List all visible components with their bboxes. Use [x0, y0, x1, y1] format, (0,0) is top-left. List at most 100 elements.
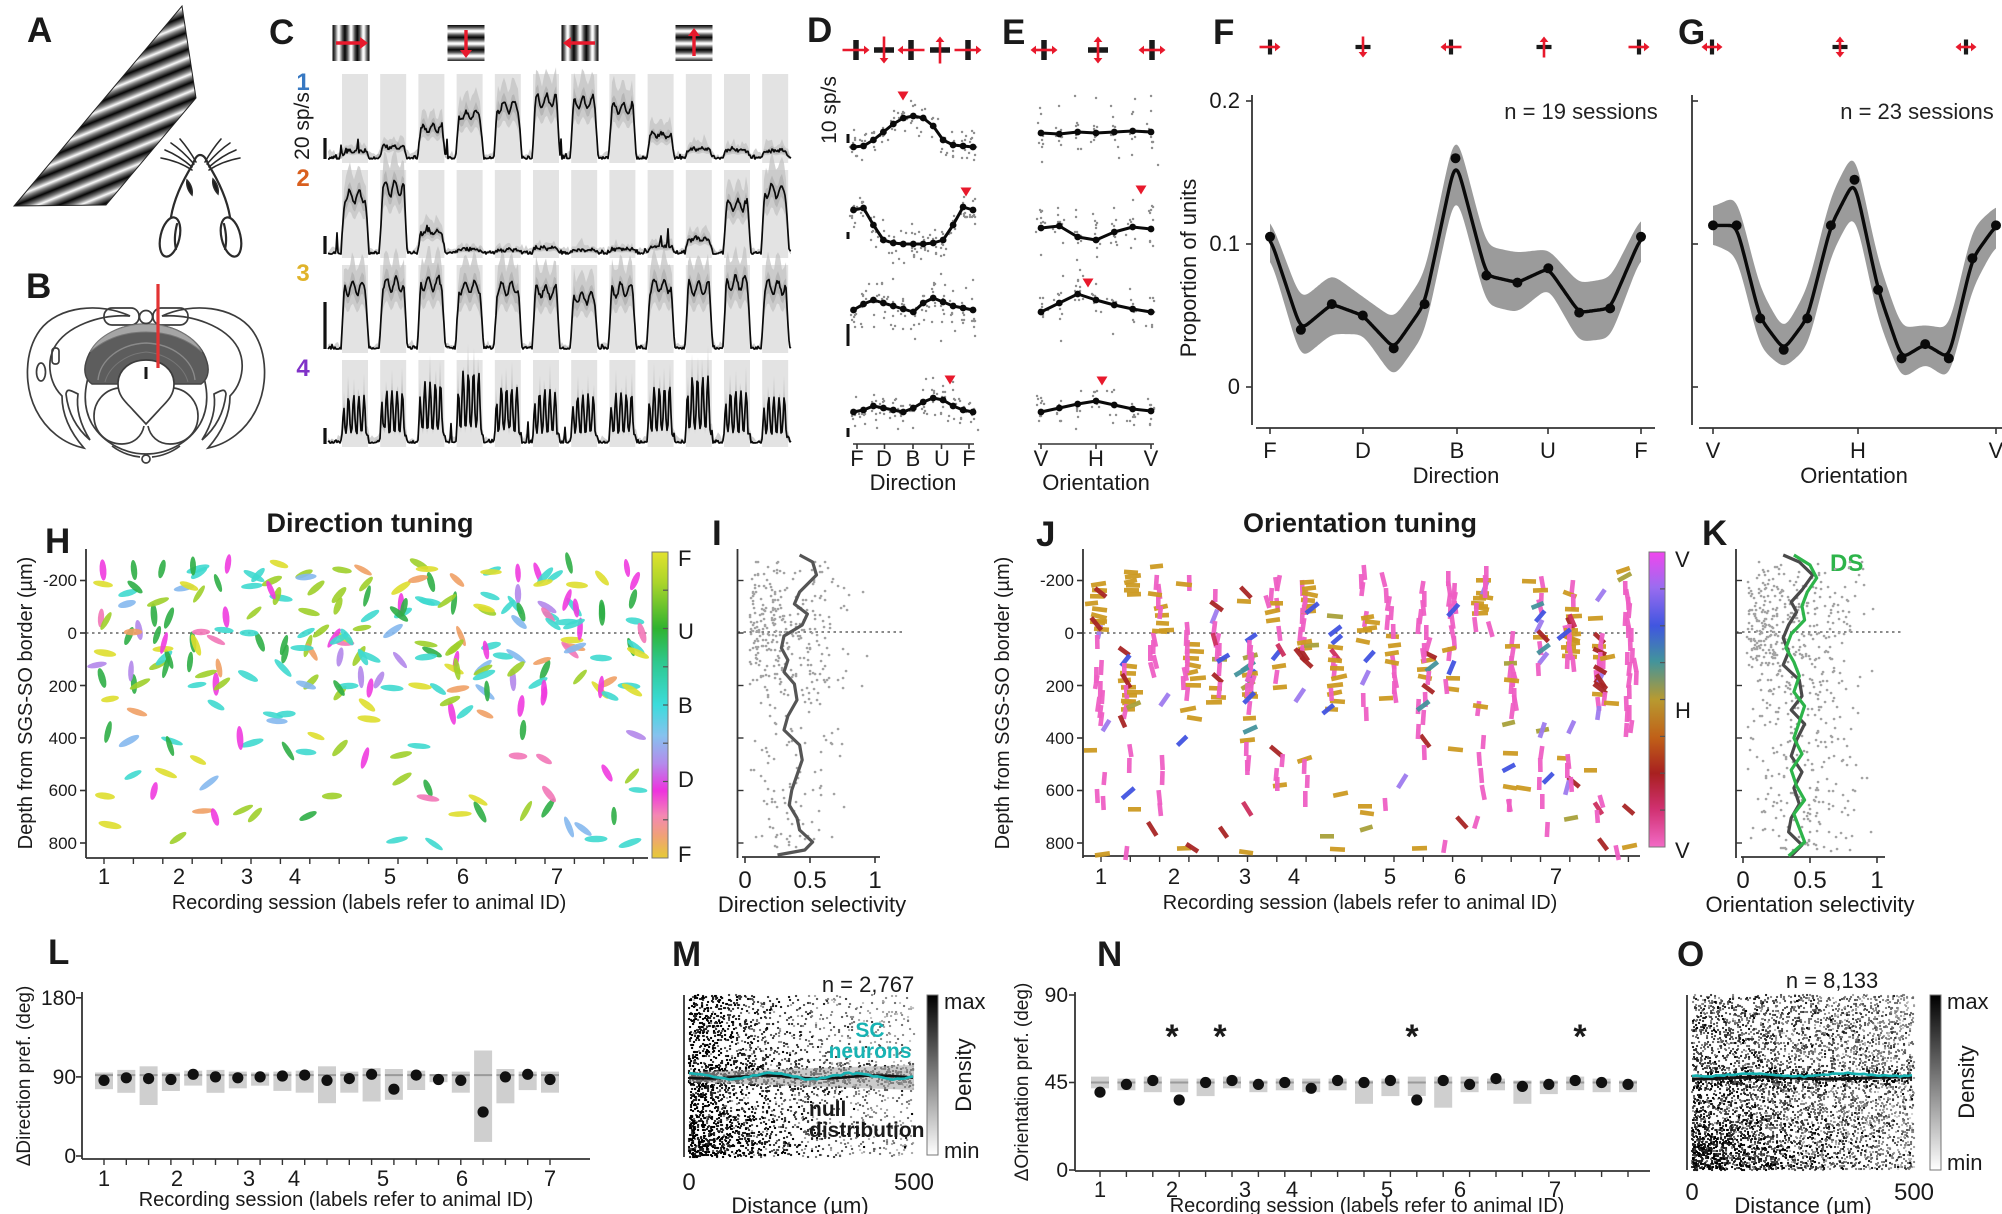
svg-text:0.1: 0.1	[1209, 231, 1240, 256]
svg-text:null: null	[809, 1098, 846, 1121]
svg-text:4: 4	[296, 355, 310, 382]
svg-text:V: V	[1989, 438, 2002, 463]
svg-text:F: F	[1263, 438, 1276, 463]
svg-text:2: 2	[1166, 1177, 1178, 1202]
svg-text:G: G	[1678, 13, 1705, 52]
svg-text:-200: -200	[43, 571, 77, 590]
svg-text:M: M	[672, 935, 701, 974]
svg-text:4: 4	[288, 1166, 300, 1191]
svg-text:n = 2,767: n = 2,767	[822, 972, 914, 997]
svg-text:D: D	[876, 446, 892, 471]
svg-text:1: 1	[1095, 864, 1107, 889]
svg-text:F: F	[1213, 13, 1234, 52]
svg-text:600: 600	[49, 781, 77, 800]
svg-text:3: 3	[1239, 1177, 1251, 1202]
svg-text:U: U	[934, 446, 950, 471]
svg-text:Orientation: Orientation	[1042, 470, 1150, 495]
svg-text:V: V	[1675, 838, 1690, 863]
svg-text:500: 500	[894, 1169, 934, 1196]
svg-text:20 sp/s: 20 sp/s	[291, 92, 314, 160]
svg-text:45: 45	[1045, 1071, 1068, 1094]
svg-text:7: 7	[1549, 1177, 1561, 1202]
svg-text:4: 4	[289, 864, 301, 889]
svg-text:F: F	[1634, 438, 1647, 463]
svg-text:distribution: distribution	[809, 1119, 924, 1142]
svg-text:*: *	[1405, 1018, 1419, 1056]
svg-text:H: H	[45, 522, 70, 561]
svg-text:B: B	[906, 446, 921, 471]
svg-text:10 sp/s: 10 sp/s	[818, 76, 841, 144]
svg-text:0: 0	[1736, 867, 1749, 894]
svg-text:Proportion of units: Proportion of units	[1176, 179, 1201, 358]
svg-text:max: max	[1947, 989, 1989, 1014]
svg-text:V: V	[1675, 547, 1690, 572]
svg-text:*: *	[1213, 1018, 1227, 1056]
svg-text:n = 19 sessions: n = 19 sessions	[1504, 99, 1657, 124]
svg-text:F: F	[962, 446, 975, 471]
svg-text:J: J	[1036, 515, 1055, 554]
svg-text:n = 23 sessions: n = 23 sessions	[1840, 99, 1993, 124]
svg-text:neurons: neurons	[829, 1040, 912, 1063]
svg-text:A: A	[27, 11, 52, 50]
svg-text:D: D	[678, 767, 694, 792]
svg-text:Direction: Direction	[1413, 463, 1500, 488]
svg-text:min: min	[1947, 1150, 1982, 1175]
svg-text:0: 0	[1056, 1159, 1068, 1182]
svg-text:V: V	[1144, 446, 1159, 471]
svg-text:600: 600	[1046, 781, 1074, 800]
svg-text:2: 2	[173, 864, 185, 889]
svg-text:0: 0	[682, 1169, 695, 1196]
svg-text:D: D	[807, 11, 832, 50]
svg-text:Depth from SGS-SO border (µm): Depth from SGS-SO border (µm)	[992, 557, 1014, 850]
svg-text:1: 1	[296, 69, 309, 96]
svg-text:Orientation tuning: Orientation tuning	[1243, 508, 1477, 538]
svg-text:Direction: Direction	[870, 470, 957, 495]
svg-text:C: C	[269, 13, 294, 52]
svg-text:0: 0	[1685, 1179, 1698, 1206]
svg-text:U: U	[678, 619, 694, 644]
svg-text:400: 400	[49, 729, 77, 748]
svg-text:3: 3	[243, 1166, 255, 1191]
svg-text:5: 5	[1381, 1177, 1393, 1202]
svg-text:200: 200	[49, 677, 77, 696]
svg-text:L: L	[48, 933, 69, 972]
svg-text:min: min	[944, 1138, 979, 1163]
svg-text:5: 5	[384, 864, 396, 889]
svg-text:500: 500	[1894, 1179, 1934, 1206]
svg-text:800: 800	[1046, 834, 1074, 853]
svg-text:6: 6	[1454, 1177, 1466, 1202]
svg-text:4: 4	[1288, 864, 1300, 889]
svg-text:6: 6	[1454, 864, 1466, 889]
svg-text:B: B	[678, 693, 693, 718]
svg-text:7: 7	[544, 1166, 556, 1191]
svg-text:7: 7	[1550, 864, 1562, 889]
svg-text:D: D	[1355, 438, 1371, 463]
svg-text:2: 2	[1168, 864, 1180, 889]
svg-text:3: 3	[1239, 864, 1251, 889]
svg-text:F: F	[678, 546, 691, 571]
svg-text:5: 5	[377, 1166, 389, 1191]
svg-text:2: 2	[171, 1166, 183, 1191]
svg-text:-200: -200	[1040, 571, 1074, 590]
svg-text:K: K	[1702, 514, 1727, 553]
svg-text:H: H	[1850, 438, 1866, 463]
svg-text:400: 400	[1046, 729, 1074, 748]
svg-text:5: 5	[1384, 864, 1396, 889]
svg-text:SC: SC	[855, 1019, 884, 1042]
svg-text:*: *	[1573, 1018, 1587, 1056]
svg-text:F: F	[850, 446, 863, 471]
svg-text:1: 1	[1870, 867, 1883, 894]
svg-text:max: max	[944, 989, 986, 1014]
svg-text:H: H	[1088, 446, 1104, 471]
svg-text:200: 200	[1046, 677, 1074, 696]
svg-text:180: 180	[41, 987, 76, 1010]
svg-text:Recording session (labels refe: Recording session (labels refer to anima…	[139, 1189, 534, 1211]
svg-text:3: 3	[296, 260, 309, 287]
svg-text:3: 3	[241, 864, 253, 889]
svg-text:90: 90	[53, 1066, 76, 1089]
svg-text:0.5: 0.5	[1793, 867, 1826, 894]
svg-text:n = 8,133: n = 8,133	[1786, 968, 1878, 993]
svg-text:Direction tuning: Direction tuning	[267, 508, 474, 538]
svg-text:I: I	[712, 514, 722, 553]
svg-text:O: O	[1677, 935, 1704, 974]
